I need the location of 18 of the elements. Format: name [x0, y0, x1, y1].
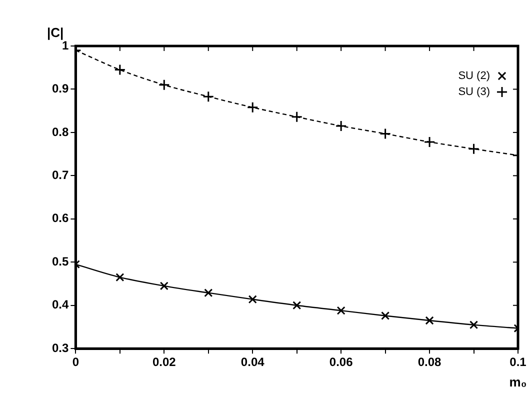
- legend-label: SU (3): [458, 86, 490, 98]
- x-tick-label: 0.06: [329, 355, 354, 370]
- x-tick-label: 0: [72, 355, 80, 370]
- y-tick-label: 0.5: [52, 254, 69, 268]
- y-tick-label: 0.8: [52, 124, 69, 139]
- x-tick-label: 0.04: [240, 355, 265, 370]
- y-tick-label: 0.6: [52, 211, 69, 226]
- legend-label: SU (2): [458, 70, 490, 82]
- y-tick-label: 0.3: [52, 340, 69, 355]
- y-tick-label: 0.7: [52, 168, 69, 182]
- y-tick-label: 0.9: [52, 82, 69, 96]
- x-tick-label: 0.08: [418, 355, 442, 370]
- x-tick-label: 0.02: [152, 355, 176, 370]
- y-tick-label: 0.4: [52, 298, 69, 312]
- y-tick-label: 1: [62, 38, 69, 52]
- x-tick-label: 0.1: [510, 355, 527, 370]
- x-axis-title: m₀: [509, 374, 527, 390]
- y-axis-title: |C|: [47, 25, 64, 40]
